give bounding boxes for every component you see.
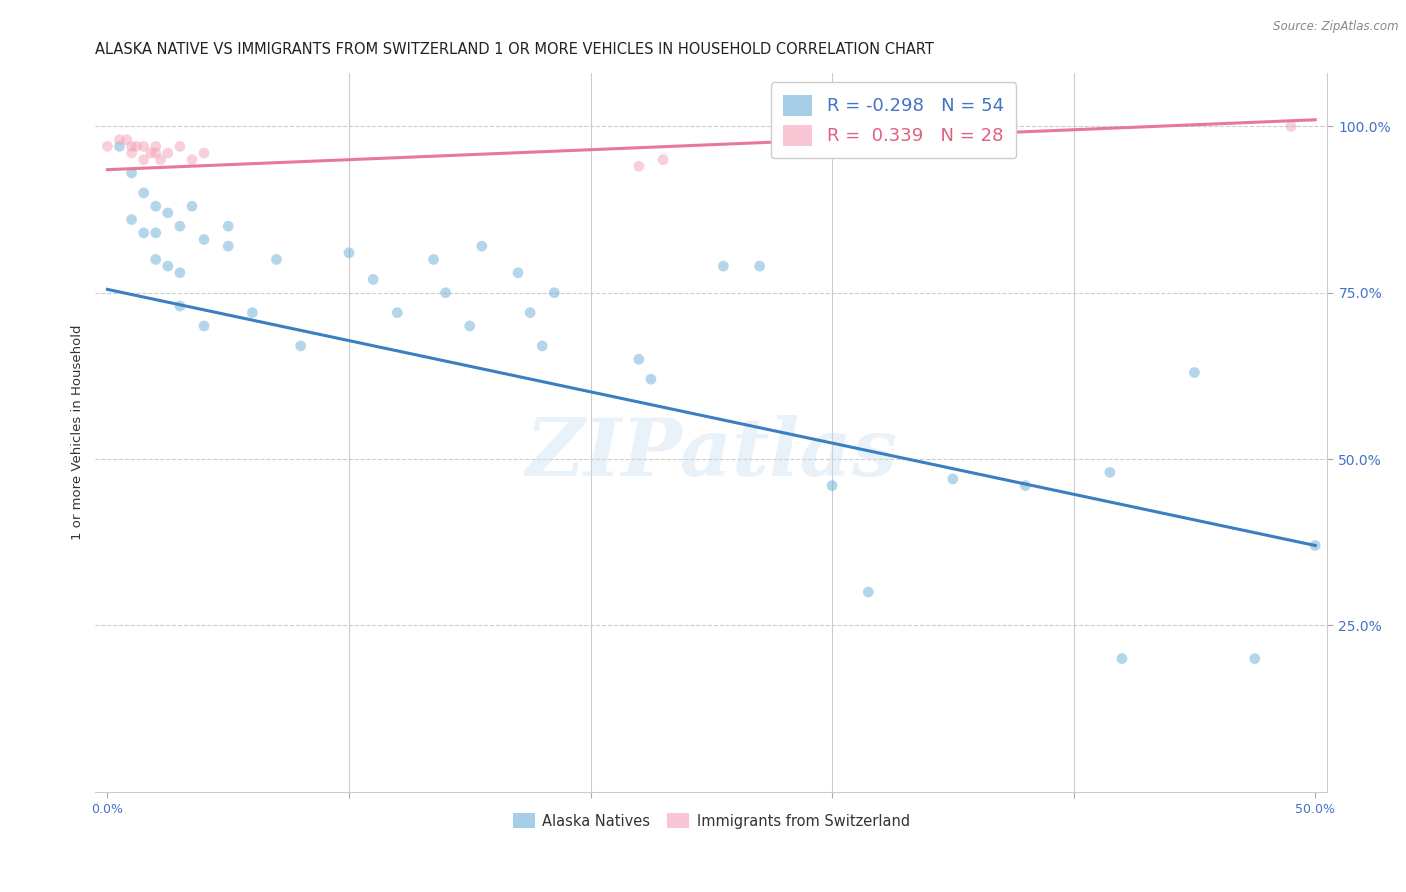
Point: [266, 252, 288, 267]
Point: [181, 153, 204, 167]
Point: [531, 339, 554, 353]
Point: [145, 252, 167, 267]
Point: [627, 159, 650, 173]
Point: [519, 306, 541, 320]
Point: [121, 146, 143, 161]
Point: [193, 233, 215, 247]
Point: [387, 306, 409, 320]
Point: [1111, 651, 1133, 665]
Point: [821, 478, 844, 492]
Point: [471, 239, 494, 253]
Point: [132, 186, 155, 200]
Point: [145, 139, 167, 153]
Point: [1098, 466, 1121, 480]
Point: [115, 133, 138, 147]
Point: [652, 153, 675, 167]
Point: [149, 153, 172, 167]
Point: [506, 266, 529, 280]
Point: [145, 146, 167, 161]
Point: [966, 120, 988, 134]
Point: [640, 372, 662, 386]
Point: [193, 318, 215, 333]
Point: [132, 139, 155, 153]
Point: [132, 153, 155, 167]
Text: ALASKA NATIVE VS IMMIGRANTS FROM SWITZERLAND 1 OR MORE VEHICLES IN HOUSEHOLD COR: ALASKA NATIVE VS IMMIGRANTS FROM SWITZER…: [96, 42, 934, 57]
Point: [169, 299, 191, 313]
Point: [217, 219, 239, 234]
Point: [96, 139, 118, 153]
Point: [337, 245, 360, 260]
Point: [139, 146, 162, 161]
Point: [240, 306, 263, 320]
Point: [156, 206, 179, 220]
Point: [169, 266, 191, 280]
Point: [125, 139, 148, 153]
Text: Source: ZipAtlas.com: Source: ZipAtlas.com: [1274, 20, 1399, 33]
Point: [145, 226, 167, 240]
Point: [748, 259, 770, 273]
Point: [181, 199, 204, 213]
Point: [108, 139, 131, 153]
Point: [361, 272, 384, 286]
Point: [121, 139, 143, 153]
Point: [132, 226, 155, 240]
Point: [193, 146, 215, 161]
Point: [627, 352, 650, 367]
Point: [1184, 366, 1206, 380]
Point: [1303, 539, 1326, 553]
Point: [543, 285, 565, 300]
Text: ZIPatlas: ZIPatlas: [526, 415, 897, 492]
Y-axis label: 1 or more Vehicles in Household: 1 or more Vehicles in Household: [72, 325, 84, 541]
Point: [1279, 120, 1302, 134]
Point: [422, 252, 444, 267]
Point: [169, 139, 191, 153]
Point: [169, 219, 191, 234]
Point: [458, 318, 481, 333]
Point: [156, 146, 179, 161]
Point: [434, 285, 457, 300]
Point: [108, 133, 131, 147]
Point: [858, 585, 880, 599]
Point: [1243, 651, 1265, 665]
Point: [217, 239, 239, 253]
Point: [121, 212, 143, 227]
Point: [156, 259, 179, 273]
Point: [145, 199, 167, 213]
Point: [1014, 478, 1036, 492]
Point: [942, 472, 965, 486]
Point: [711, 259, 734, 273]
Point: [121, 166, 143, 180]
Legend: Alaska Natives, Immigrants from Switzerland: Alaska Natives, Immigrants from Switzerl…: [508, 807, 915, 835]
Point: [290, 339, 312, 353]
